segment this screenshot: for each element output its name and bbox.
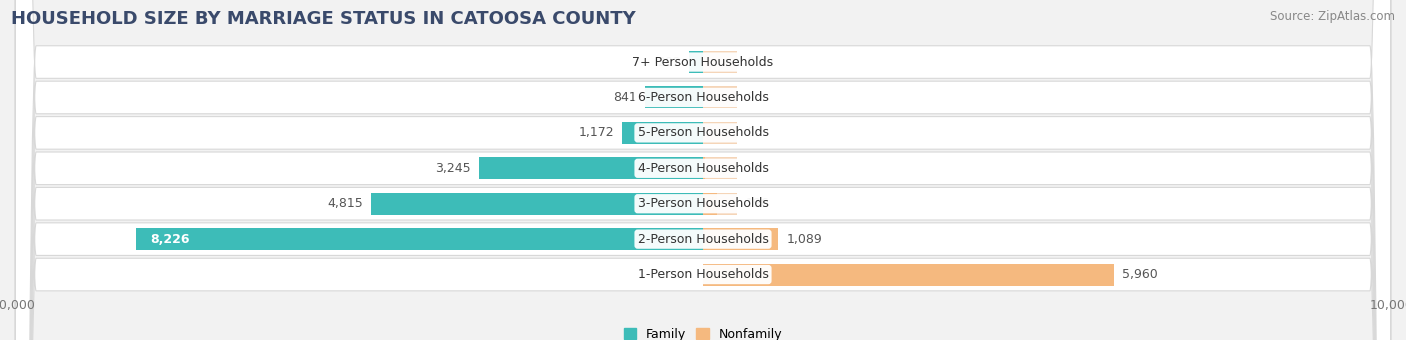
Bar <box>371 193 703 215</box>
Bar <box>703 264 738 286</box>
Bar <box>623 122 703 144</box>
FancyBboxPatch shape <box>15 0 1391 340</box>
Bar <box>703 157 704 179</box>
Text: 0: 0 <box>745 126 754 139</box>
Text: 5-Person Households: 5-Person Households <box>637 126 769 139</box>
Text: 0: 0 <box>745 91 754 104</box>
Text: 1-Person Households: 1-Person Households <box>637 268 769 281</box>
Bar <box>703 51 738 73</box>
FancyBboxPatch shape <box>15 0 1391 340</box>
Bar <box>703 86 738 108</box>
Legend: Family, Nonfamily: Family, Nonfamily <box>619 323 787 340</box>
Text: HOUSEHOLD SIZE BY MARRIAGE STATUS IN CATOOSA COUNTY: HOUSEHOLD SIZE BY MARRIAGE STATUS IN CAT… <box>11 10 636 28</box>
FancyBboxPatch shape <box>15 0 1391 340</box>
Text: 196: 196 <box>745 197 769 210</box>
Bar <box>703 193 738 215</box>
Text: 5,960: 5,960 <box>1122 268 1157 281</box>
Text: 4-Person Households: 4-Person Households <box>637 162 769 175</box>
Text: 0: 0 <box>745 55 754 69</box>
Bar <box>703 193 717 215</box>
Bar <box>703 228 778 250</box>
Text: 29: 29 <box>745 162 762 175</box>
Bar <box>703 157 738 179</box>
Text: 2-Person Households: 2-Person Households <box>637 233 769 245</box>
Bar <box>703 228 738 250</box>
Bar <box>136 228 703 250</box>
Bar <box>703 122 738 144</box>
FancyBboxPatch shape <box>15 0 1391 340</box>
Text: 7+ Person Households: 7+ Person Households <box>633 55 773 69</box>
FancyBboxPatch shape <box>15 0 1391 340</box>
Text: 1,172: 1,172 <box>578 126 614 139</box>
Text: Source: ZipAtlas.com: Source: ZipAtlas.com <box>1270 10 1395 23</box>
Text: 6-Person Households: 6-Person Households <box>637 91 769 104</box>
Bar <box>645 86 703 108</box>
Bar <box>689 51 703 73</box>
Text: 3,245: 3,245 <box>436 162 471 175</box>
Text: 4,815: 4,815 <box>328 197 363 210</box>
Text: 3-Person Households: 3-Person Households <box>637 197 769 210</box>
Bar <box>479 157 703 179</box>
Text: 841: 841 <box>613 91 637 104</box>
Bar <box>703 264 1114 286</box>
Text: 8,226: 8,226 <box>150 233 190 245</box>
Text: 202: 202 <box>657 55 681 69</box>
FancyBboxPatch shape <box>15 0 1391 340</box>
Text: 1,089: 1,089 <box>786 233 823 245</box>
FancyBboxPatch shape <box>15 0 1391 340</box>
